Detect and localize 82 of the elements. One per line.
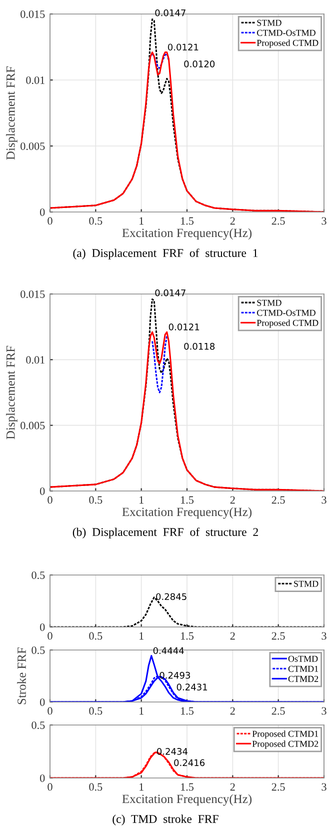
- legend-label: OsTMD: [288, 656, 318, 662]
- x-tick-label: 2: [230, 496, 235, 504]
- annotation: 0.2434: [157, 748, 188, 755]
- x-tick-label: 0: [48, 707, 52, 715]
- legend-label: STMD: [257, 20, 282, 26]
- legend-label: Proposed CTMD: [256, 320, 318, 328]
- text: (b) Displacement FRF of structure 2: [72, 528, 258, 538]
- annotation: 0.0121: [168, 44, 198, 51]
- annotation: 0.0121: [168, 324, 200, 330]
- x-tick-label: 3: [322, 783, 326, 791]
- y-tick-label: 0.015: [20, 290, 45, 298]
- y-tick-label: 0.005: [20, 422, 45, 430]
- y-tick-label: 0.5: [32, 721, 45, 730]
- legend-label: STMD: [257, 300, 282, 306]
- x-tick-label: 2: [230, 783, 235, 791]
- legend-label: Proposed CTMD2: [252, 740, 318, 749]
- x-tick-label: 0: [48, 496, 52, 504]
- x-tick-label: 0: [48, 783, 52, 791]
- x-tick-label: 1.5: [181, 217, 194, 225]
- legend-label: CTMD2: [288, 676, 318, 682]
- y-tick-label: 0.5: [32, 571, 45, 580]
- legend-label: STMD: [294, 580, 318, 587]
- annotation: 0.4444: [153, 647, 184, 654]
- legend-label: CTMD-OsTMD: [257, 310, 316, 316]
- x-tick-label: 0.5: [89, 783, 102, 791]
- y-tick-label: 0.015: [20, 10, 45, 18]
- legend-label: CTMD-OsTMD: [257, 30, 316, 36]
- annotation: 0.0147: [155, 9, 186, 16]
- legend-label: Proposed CTMD: [256, 40, 318, 48]
- x-tick-label: 0: [48, 217, 52, 225]
- annotation: 0.2845: [156, 593, 186, 600]
- x-tick-label: 0: [48, 632, 52, 640]
- y-axis-title: Displacement FRF: [6, 346, 18, 440]
- text: (c) TMD stroke FRF: [112, 814, 218, 826]
- x-tick-label: 3: [322, 632, 326, 640]
- y-axis-title: Stroke FRF: [17, 647, 26, 704]
- x-tick-label: 1: [140, 632, 144, 640]
- y-tick-label: 0: [40, 698, 45, 706]
- legend-label: Proposed CTMD1: [252, 730, 318, 739]
- annotation: 0.0147: [155, 289, 186, 296]
- y-tick-label: 0: [40, 487, 45, 495]
- x-tick-label: 3: [322, 217, 326, 225]
- x-tick-label: 0.5: [89, 632, 102, 640]
- y-tick-label: 0: [40, 208, 45, 216]
- y-tick-label: 0.01: [26, 76, 44, 84]
- text: (a) Displacement FRF of structure 1: [73, 248, 258, 260]
- legend-label: CTMD1: [288, 666, 318, 672]
- x-tick-label: 1.5: [181, 707, 194, 715]
- x-tick-label: 1: [140, 496, 144, 504]
- annotation: 0.2431: [176, 684, 208, 690]
- x-tick-label: 2.5: [272, 783, 285, 791]
- x-axis-title: Excitation Frequency(Hz): [122, 507, 252, 519]
- x-axis-title: Excitation Frequency(Hz): [122, 228, 252, 240]
- x-tick-label: 2.5: [272, 632, 285, 640]
- x-axis-title: Excitation Frequency(Hz): [122, 794, 252, 806]
- x-tick-label: 1: [140, 707, 144, 715]
- x-tick-label: 2: [230, 632, 235, 640]
- x-tick-label: 2: [230, 217, 235, 225]
- x-tick-label: 0.5: [89, 217, 102, 225]
- x-tick-label: 3: [322, 496, 326, 504]
- y-tick-label: 0: [40, 623, 45, 631]
- x-tick-label: 1: [140, 783, 144, 791]
- x-tick-label: 1.5: [181, 783, 194, 791]
- x-tick-label: 3: [322, 707, 326, 715]
- x-tick-label: 0.5: [89, 707, 102, 715]
- x-tick-label: 1.5: [181, 496, 194, 504]
- x-tick-label: 1: [140, 217, 144, 225]
- x-tick-label: 2: [230, 707, 235, 715]
- annotation: 0.0118: [184, 342, 215, 350]
- annotation: 0.2493: [160, 672, 190, 679]
- x-tick-label: 2.5: [272, 217, 285, 225]
- y-axis-title: Displacement FRF: [6, 66, 18, 160]
- annotation: 0.0120: [184, 60, 215, 68]
- annotation: 0.2416: [174, 759, 205, 766]
- x-tick-label: 2.5: [272, 707, 285, 715]
- x-tick-label: 2.5: [272, 496, 285, 504]
- x-tick-label: 0.5: [89, 496, 102, 504]
- y-tick-label: 0.5: [32, 646, 45, 654]
- y-tick-label: 0.005: [20, 142, 45, 150]
- x-tick-label: 1.5: [181, 632, 194, 640]
- y-tick-label: 0.01: [26, 356, 44, 364]
- y-tick-label: 0: [40, 774, 45, 782]
